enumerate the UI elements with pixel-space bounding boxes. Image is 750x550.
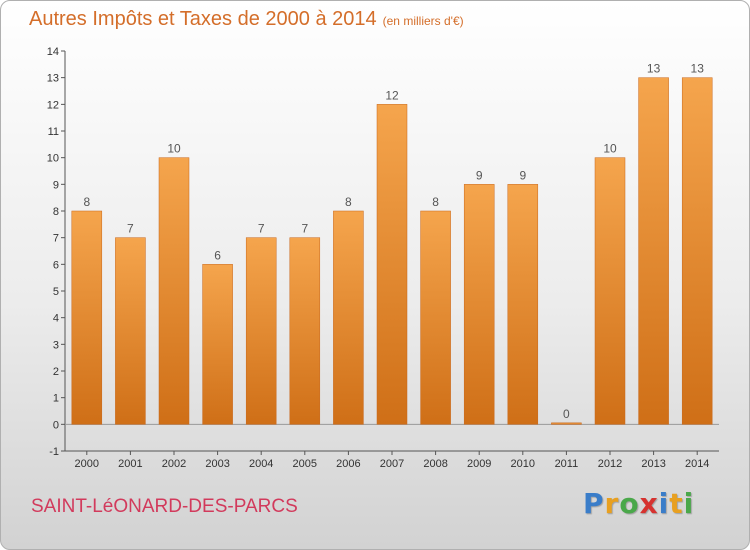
x-tick-label-2014: 2014 (685, 458, 709, 470)
y-tick-label: 1 (53, 393, 59, 405)
y-tick-label: 12 (47, 99, 59, 111)
x-tick-label-2002: 2002 (162, 458, 186, 470)
commune-name: SAINT-LéONARD-DES-PARCS (31, 496, 298, 517)
logo-letter: r (604, 487, 620, 520)
x-tick-label-2006: 2006 (336, 458, 360, 470)
logo-letter: i (658, 487, 670, 520)
bar-2005 (289, 237, 321, 425)
bar-2009 (463, 184, 495, 425)
bar-2006 (333, 210, 364, 425)
bar-2002 (158, 157, 190, 425)
data-label-2012: 10 (603, 142, 617, 156)
y-tick-label: 9 (53, 179, 59, 191)
bar-2000 (71, 210, 103, 425)
y-tick-label: 11 (48, 126, 59, 138)
y-tick-label: 2 (53, 366, 59, 378)
y-tick-label: 13 (47, 73, 59, 85)
y-tick-label: 3 (53, 339, 59, 351)
data-label-2010: 9 (519, 168, 526, 182)
x-tick-label-2013: 2013 (641, 458, 665, 470)
data-label-2011: 0 (563, 407, 570, 421)
data-label-2007: 12 (385, 88, 399, 102)
bar-2011 (551, 422, 582, 425)
data-label-2004: 7 (258, 222, 265, 236)
chart-bars (71, 77, 713, 425)
data-label-2009: 9 (476, 168, 483, 182)
bar-2001 (115, 237, 146, 425)
x-tick-label-2008: 2008 (423, 458, 447, 470)
bar-2003 (202, 264, 233, 425)
y-tick-label: 7 (53, 233, 59, 245)
y-tick-label: 5 (53, 286, 59, 298)
x-tick-label-2012: 2012 (598, 458, 622, 470)
bar-2008 (420, 210, 451, 425)
x-tick-label-2010: 2010 (511, 458, 535, 470)
x-tick-label-2004: 2004 (249, 458, 273, 470)
bar-2007 (376, 104, 408, 425)
data-label-2013: 13 (647, 62, 661, 76)
data-label-2002: 10 (167, 142, 181, 156)
chart-title: Autres Impôts et Taxes de 2000 à 2014 (en… (29, 8, 464, 31)
data-label-2003: 6 (214, 248, 221, 262)
data-label-2008: 8 (432, 195, 439, 209)
logo-letter: i (683, 487, 695, 520)
bar-2010 (507, 184, 539, 425)
logo-letter: t (669, 487, 684, 520)
bar-2004 (245, 237, 277, 425)
chart-unit: (en milliers d'€) (382, 14, 464, 28)
bar-2014 (681, 77, 713, 425)
x-tick-label-2003: 2003 (205, 458, 229, 470)
data-label-2005: 7 (301, 222, 308, 236)
x-tick-label-2005: 2005 (293, 458, 317, 470)
y-tick-label: 10 (47, 153, 59, 165)
chart-labels: 8 2000 7 2001 10 2002 6 2003 7 2004 7 2005 8 2006 12 20… (75, 62, 710, 470)
data-label-2001: 7 (127, 222, 134, 236)
y-tick-label: 0 (53, 419, 59, 431)
y-tick-label: 6 (53, 259, 59, 271)
logo-letter: P (583, 487, 605, 520)
x-tick-label-2011: 2011 (555, 458, 579, 470)
logo-letter: x (639, 487, 659, 520)
data-label-2000: 8 (83, 195, 90, 209)
y-tick-label: 14 (47, 46, 59, 58)
y-tick-label: 8 (53, 206, 59, 218)
x-tick-label-2000: 2000 (75, 458, 99, 470)
proxiti-logo: Proxiti (583, 487, 694, 520)
data-label-2014: 13 (691, 62, 705, 76)
x-tick-label-2001: 2001 (118, 458, 142, 470)
y-tick-label: -1 (49, 446, 59, 458)
logo-letter: o (619, 487, 640, 520)
x-tick-label-2007: 2007 (380, 458, 404, 470)
bar-2012 (594, 157, 626, 425)
data-label-2006: 8 (345, 195, 352, 209)
bar-2013 (638, 77, 669, 425)
chart-title-text: Autres Impôts et Taxes de 2000 à 2014 (29, 8, 377, 30)
y-tick-label: 4 (53, 313, 59, 325)
x-tick-label-2009: 2009 (467, 458, 491, 470)
